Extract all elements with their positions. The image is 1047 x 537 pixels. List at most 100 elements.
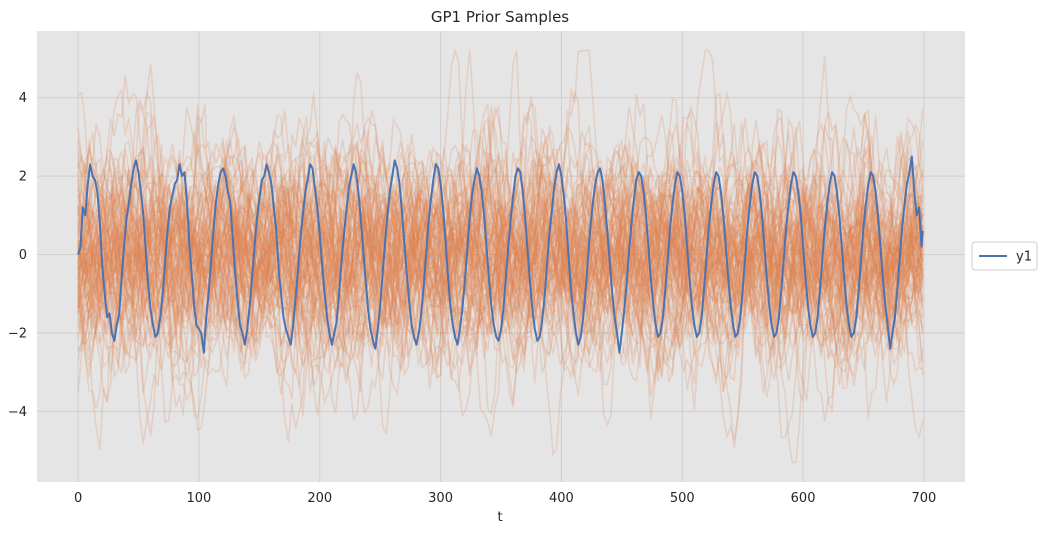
x-axis: 0 100 200 300 400 500 600 700 bbox=[74, 491, 936, 506]
prior-sample-line bbox=[77, 159, 924, 342]
x-tick-label: 400 bbox=[549, 491, 574, 506]
x-tick-label: 0 bbox=[74, 491, 82, 506]
prior-sample-line bbox=[77, 105, 924, 409]
prior-sample-line bbox=[77, 148, 924, 392]
prior-sample-line bbox=[77, 162, 924, 358]
prior-sample-line bbox=[77, 47, 924, 456]
prior-sample-line bbox=[77, 166, 923, 370]
y-tick-label: 4 bbox=[19, 91, 27, 106]
prior-sample-line bbox=[77, 143, 924, 340]
prior-sample-line bbox=[77, 181, 924, 334]
prior-sample-line bbox=[77, 159, 924, 355]
prior-sample-line bbox=[77, 107, 924, 393]
prior-sample-line bbox=[77, 132, 924, 365]
x-tick-label: 600 bbox=[791, 491, 816, 506]
series-lines bbox=[77, 155, 924, 354]
prior-sample-line bbox=[77, 89, 924, 375]
y-tick-label: 2 bbox=[19, 170, 27, 185]
prior-sample-line bbox=[77, 187, 924, 308]
prior-sample-line bbox=[77, 150, 924, 376]
y-tick-label: −4 bbox=[8, 405, 27, 420]
y-tick-label: −2 bbox=[8, 326, 27, 341]
prior-sample-line bbox=[77, 106, 924, 424]
prior-sample-line bbox=[77, 166, 924, 355]
prior-sample-line bbox=[77, 92, 924, 408]
legend-label: y1 bbox=[1016, 250, 1032, 265]
prior-sample-line bbox=[77, 90, 924, 413]
prior-sample-line bbox=[77, 49, 924, 444]
y-axis: −4 −2 0 2 4 bbox=[8, 91, 27, 420]
prior-sample-line bbox=[77, 145, 924, 384]
prior-sample-line bbox=[77, 120, 924, 380]
prior-sample-line bbox=[77, 129, 924, 340]
prior-sample-line bbox=[77, 174, 924, 355]
prior-sample-line bbox=[77, 110, 924, 432]
prior-samples bbox=[77, 47, 924, 464]
prior-sample-line bbox=[77, 151, 924, 361]
prior-sample-line bbox=[77, 130, 924, 360]
prior-sample-line bbox=[77, 114, 924, 400]
prior-sample-line bbox=[77, 200, 924, 339]
prior-sample-line bbox=[77, 104, 923, 416]
prior-sample-line bbox=[78, 187, 923, 314]
x-tick-label: 200 bbox=[307, 491, 332, 506]
prior-sample-line bbox=[77, 176, 924, 331]
prior-sample-line bbox=[77, 173, 924, 329]
series-line-y1 bbox=[77, 155, 924, 354]
prior-sample-line bbox=[77, 176, 924, 335]
prior-sample-line bbox=[77, 159, 924, 352]
prior-sample-line bbox=[77, 186, 924, 315]
prior-sample-line bbox=[77, 153, 924, 346]
prior-sample-line bbox=[77, 163, 924, 330]
prior-sample-line bbox=[77, 141, 924, 361]
prior-sample-line bbox=[77, 183, 923, 314]
prior-sample-line bbox=[77, 183, 924, 340]
prior-sample-line bbox=[77, 188, 924, 322]
prior-sample-line bbox=[77, 164, 924, 350]
prior-sample-line bbox=[77, 95, 924, 451]
prior-sample-line bbox=[77, 133, 924, 436]
prior-sample-line bbox=[77, 90, 924, 435]
prior-sample-line bbox=[77, 117, 924, 379]
prior-sample-line bbox=[77, 117, 924, 397]
prior-sample-line bbox=[77, 103, 923, 366]
prior-sample-line bbox=[77, 75, 924, 464]
y-tick-label: 0 bbox=[19, 248, 27, 263]
prior-sample-line bbox=[77, 171, 924, 378]
x-tick-label: 300 bbox=[428, 491, 453, 506]
prior-sample-line bbox=[77, 157, 924, 363]
x-tick-label: 500 bbox=[670, 491, 695, 506]
prior-sample-line bbox=[77, 119, 924, 373]
prior-sample-line bbox=[77, 139, 924, 361]
prior-sample-line bbox=[77, 163, 924, 370]
legend: y1 bbox=[971, 241, 1038, 271]
prior-sample-line bbox=[77, 159, 924, 359]
prior-sample-line bbox=[77, 187, 924, 308]
prior-sample-line bbox=[77, 49, 924, 441]
prior-sample-line bbox=[77, 144, 924, 387]
prior-sample-line bbox=[77, 199, 924, 316]
prior-sample-line bbox=[77, 154, 924, 379]
prior-sample-line bbox=[77, 147, 924, 382]
x-tick-label: 100 bbox=[187, 491, 212, 506]
prior-sample-line bbox=[77, 186, 924, 315]
x-axis-label: t bbox=[497, 510, 502, 525]
prior-sample-line bbox=[77, 162, 924, 373]
prior-sample-line bbox=[77, 191, 924, 343]
prior-sample-line bbox=[77, 115, 924, 382]
plot-area bbox=[37, 31, 965, 482]
prior-sample-line bbox=[77, 109, 924, 422]
prior-sample-line bbox=[77, 186, 924, 326]
prior-sample-line bbox=[77, 133, 924, 360]
prior-sample-line bbox=[77, 175, 924, 347]
x-tick-label: 700 bbox=[912, 491, 937, 506]
chart-title: GP1 Prior Samples bbox=[431, 8, 569, 26]
prior-sample-line bbox=[77, 163, 924, 353]
prior-sample-line bbox=[77, 149, 924, 404]
prior-sample-line bbox=[77, 141, 924, 374]
prior-sample-line bbox=[77, 207, 924, 302]
prior-sample-line bbox=[77, 185, 924, 321]
prior-sample-line bbox=[77, 50, 924, 428]
